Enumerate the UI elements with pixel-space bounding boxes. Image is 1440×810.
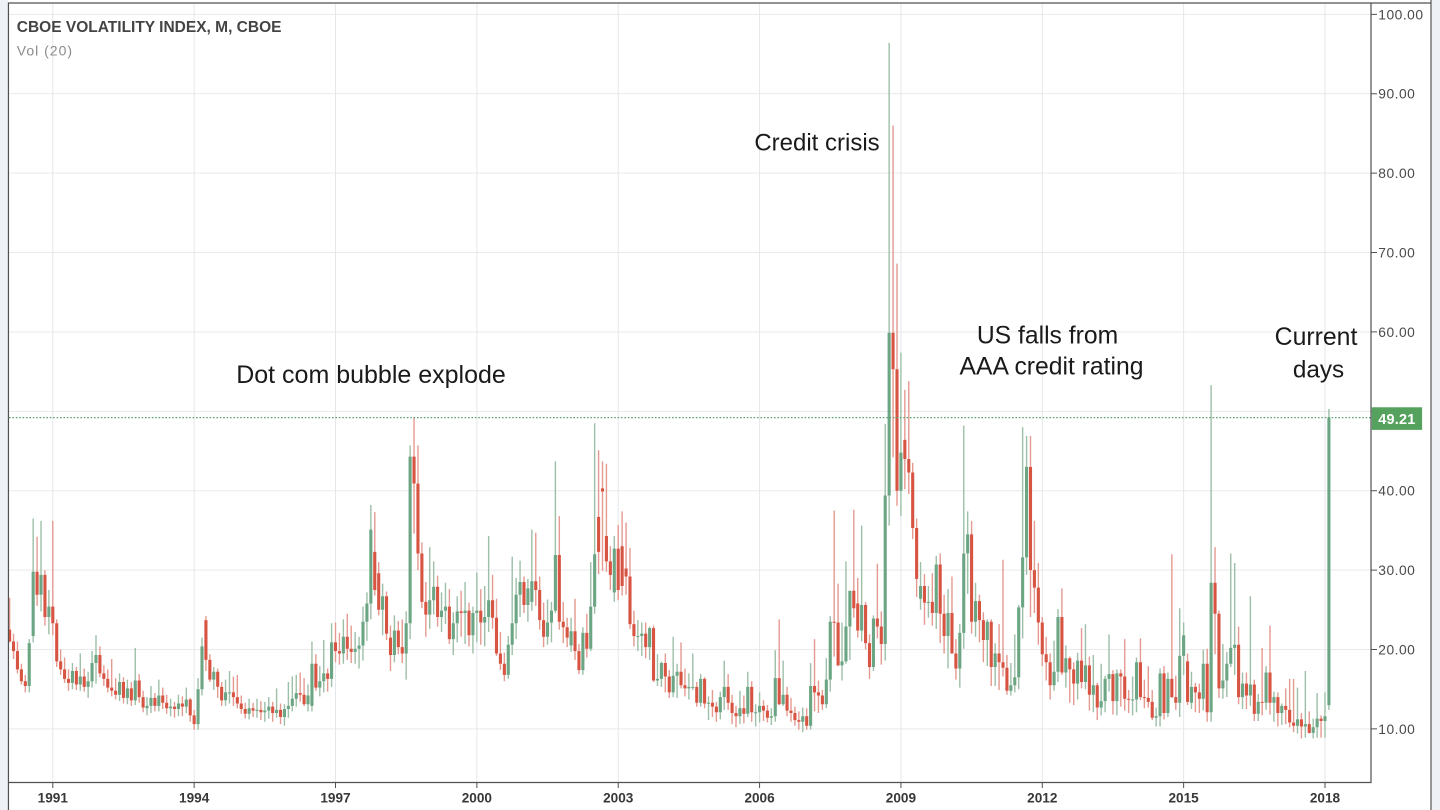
svg-text:2009: 2009 [886,791,917,806]
svg-text:10.00: 10.00 [1378,722,1415,737]
svg-text:Credit crisis: Credit crisis [754,130,879,157]
svg-text:60.00: 60.00 [1378,325,1415,340]
svg-text:2012: 2012 [1027,791,1058,806]
svg-text:days: days [1293,357,1344,384]
svg-text:1997: 1997 [320,791,350,806]
svg-text:49.21: 49.21 [1378,412,1415,428]
svg-text:80.00: 80.00 [1378,166,1415,181]
svg-text:Vol (20): Vol (20) [17,43,73,59]
svg-text:1994: 1994 [179,791,210,806]
svg-text:2006: 2006 [744,791,775,806]
svg-text:70.00: 70.00 [1378,245,1415,260]
svg-text:30.00: 30.00 [1378,563,1415,578]
svg-text:100.00: 100.00 [1378,7,1423,22]
svg-text:AAA credit rating: AAA credit rating [960,354,1144,381]
svg-text:US falls from: US falls from [977,323,1118,350]
svg-text:20.00: 20.00 [1378,642,1415,657]
svg-text:2018: 2018 [1310,791,1341,806]
svg-text:CBOE VOLATILITY INDEX, M, CBOE: CBOE VOLATILITY INDEX, M, CBOE [17,19,282,36]
svg-text:2015: 2015 [1169,791,1200,806]
svg-text:40.00: 40.00 [1378,484,1415,499]
svg-text:2000: 2000 [462,791,492,806]
svg-text:Dot com bubble explode: Dot com bubble explode [236,361,506,389]
svg-text:Current: Current [1275,324,1358,351]
svg-text:1991: 1991 [38,791,69,806]
svg-text:90.00: 90.00 [1378,87,1415,102]
svg-text:2003: 2003 [603,791,634,806]
